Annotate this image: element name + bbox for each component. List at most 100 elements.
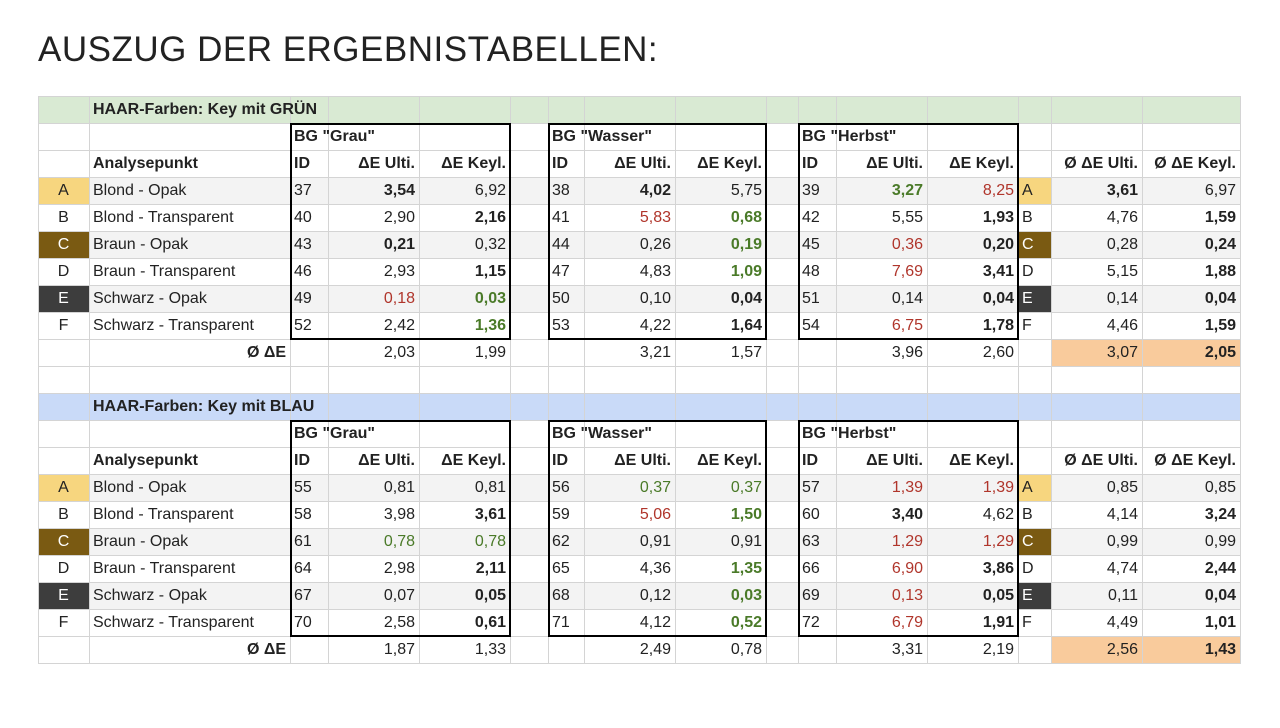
grid-cell xyxy=(1051,150,1143,178)
cell-text: 6,97 xyxy=(1204,182,1236,199)
cell-text: HAAR-Farben: Key mit GRÜN xyxy=(93,101,318,118)
cell-text: 2,19 xyxy=(982,641,1014,658)
cell-text: 3,07 xyxy=(1106,344,1138,361)
cell-text: 44 xyxy=(552,236,570,253)
grid-cell xyxy=(328,528,420,556)
grid-cell xyxy=(38,609,90,637)
grid-cell xyxy=(927,447,1019,475)
grid-cell xyxy=(510,177,549,205)
cell-text: 1,87 xyxy=(383,641,415,658)
cell-text: ΔE Keyl. xyxy=(697,452,762,469)
grid-cell xyxy=(584,366,676,394)
grid-cell xyxy=(836,636,928,664)
cell-text: D xyxy=(57,263,70,280)
grid-cell xyxy=(675,285,767,313)
grid-cell xyxy=(1051,474,1143,502)
grid-cell xyxy=(836,204,928,232)
cell-text: 0,99 xyxy=(1106,533,1138,550)
cell-text: 8,25 xyxy=(982,182,1014,199)
cell-text: 65 xyxy=(552,560,570,577)
cell-text: 0,20 xyxy=(982,236,1014,253)
cell-text: 0,05 xyxy=(982,587,1014,604)
cell-text: 1,91 xyxy=(982,614,1014,631)
grid-cell xyxy=(798,366,837,394)
grid-cell xyxy=(675,555,767,583)
cell-text: ΔE Keyl. xyxy=(697,155,762,172)
cell-text: 42 xyxy=(802,209,820,226)
grid-cell xyxy=(766,447,799,475)
cell-text: 2,05 xyxy=(1204,344,1236,361)
cell-text: 4,62 xyxy=(982,506,1014,523)
grid-cell xyxy=(510,393,549,421)
grid-cell xyxy=(290,555,329,583)
cell-text: 5,83 xyxy=(639,209,671,226)
grid-cell xyxy=(675,150,767,178)
cell-text: Schwarz - Opak xyxy=(93,587,207,604)
grid-cell xyxy=(89,447,291,475)
grid-cell xyxy=(38,474,90,502)
grid-cell xyxy=(927,366,1019,394)
cell-text: 0,78 xyxy=(474,533,506,550)
grid-cell xyxy=(1142,231,1241,259)
cell-text: 51 xyxy=(802,290,820,307)
grid-cell xyxy=(510,555,549,583)
cell-text: 0,68 xyxy=(730,209,762,226)
grid-cell xyxy=(510,204,549,232)
grid-cell xyxy=(766,555,799,583)
grid-cell xyxy=(927,420,1019,448)
cell-text: 61 xyxy=(294,533,312,550)
grid-cell xyxy=(766,150,799,178)
grid-cell xyxy=(290,339,329,367)
grid-cell xyxy=(675,258,767,286)
cell-text: A xyxy=(58,182,69,199)
cell-text: 0,85 xyxy=(1106,479,1138,496)
grid-cell xyxy=(766,609,799,637)
grid-cell xyxy=(510,150,549,178)
grid-cell xyxy=(766,231,799,259)
cell-text: 3,61 xyxy=(1106,182,1138,199)
cell-text: 2,03 xyxy=(383,344,415,361)
grid-cell xyxy=(1142,636,1241,664)
grid-cell xyxy=(1018,96,1052,124)
grid-cell xyxy=(328,204,420,232)
cell-text: E xyxy=(58,290,69,307)
cell-text: 0,14 xyxy=(1106,290,1138,307)
grid-cell xyxy=(89,123,291,151)
cell-text: 48 xyxy=(802,263,820,280)
cell-text: Braun - Opak xyxy=(93,236,189,253)
cell-text: 4,36 xyxy=(639,560,671,577)
cell-text: 2,90 xyxy=(383,209,415,226)
cell-text: C xyxy=(1022,236,1034,253)
cell-text: 2,44 xyxy=(1204,560,1236,577)
grid-cell xyxy=(548,528,585,556)
cell-text: Schwarz - Transparent xyxy=(93,317,254,334)
cell-text: 2,16 xyxy=(474,209,506,226)
grid-cell xyxy=(510,258,549,286)
cell-text: 1,59 xyxy=(1204,209,1236,226)
grid-cell xyxy=(89,312,291,340)
cell-text: B xyxy=(58,506,69,523)
cell-text: 0,14 xyxy=(891,290,923,307)
grid-cell xyxy=(510,474,549,502)
grid-cell xyxy=(766,285,799,313)
cell-text: ΔE Keyl. xyxy=(949,452,1014,469)
cell-text: ΔE Ulti. xyxy=(866,155,923,172)
grid-cell xyxy=(328,366,420,394)
cell-text: 57 xyxy=(802,479,820,496)
cell-text: 0,85 xyxy=(1204,479,1236,496)
grid-cell xyxy=(510,366,549,394)
grid-cell xyxy=(798,177,837,205)
grid-cell xyxy=(766,474,799,502)
grid-cell xyxy=(38,393,90,421)
cell-text: 2,98 xyxy=(383,560,415,577)
grid-cell xyxy=(328,474,420,502)
grid-cell xyxy=(927,96,1019,124)
grid-cell xyxy=(766,501,799,529)
grid-cell xyxy=(584,393,676,421)
grid-cell xyxy=(548,366,585,394)
cell-text: F xyxy=(58,317,69,334)
cell-text: ID xyxy=(802,452,818,469)
cell-text: 1,64 xyxy=(730,317,762,334)
grid-cell xyxy=(836,393,928,421)
cell-text: 0,04 xyxy=(1204,587,1236,604)
